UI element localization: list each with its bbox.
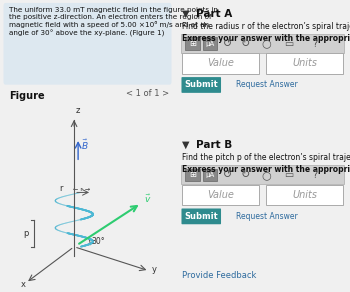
Text: ▼: ▼ [182, 140, 189, 150]
FancyBboxPatch shape [185, 37, 200, 50]
FancyBboxPatch shape [182, 53, 259, 74]
Text: ?: ? [313, 39, 317, 48]
Text: $\vec{v}$: $\vec{v}$ [144, 193, 151, 205]
Text: μA: μA [205, 172, 215, 178]
Text: ○: ○ [261, 39, 271, 48]
Text: ⊞: ⊞ [189, 171, 196, 179]
Text: Find the pitch p of the electron’s spiral trajectory.: Find the pitch p of the electron’s spira… [182, 153, 350, 162]
Text: Submit: Submit [184, 212, 218, 221]
Text: Value: Value [207, 190, 234, 200]
Text: p: p [23, 229, 28, 238]
FancyBboxPatch shape [181, 34, 344, 53]
FancyBboxPatch shape [185, 169, 200, 181]
Text: ↻: ↻ [240, 39, 250, 48]
Text: ⊞: ⊞ [189, 39, 196, 48]
Text: Find the radius r of the electron’s spiral trajectory.: Find the radius r of the electron’s spir… [182, 22, 350, 31]
Text: Express your answer with the appropriate units.: Express your answer with the appropriate… [182, 34, 350, 43]
Text: $\vec{B}$: $\vec{B}$ [81, 138, 89, 152]
Text: Express your answer with the appropriate units.: Express your answer with the appropriate… [182, 165, 350, 174]
Text: Provide Feedback: Provide Feedback [182, 271, 256, 280]
Text: Units: Units [292, 190, 317, 200]
Text: r: r [59, 184, 63, 193]
FancyBboxPatch shape [266, 53, 343, 74]
Text: ?: ? [313, 170, 317, 180]
FancyBboxPatch shape [4, 3, 172, 85]
FancyBboxPatch shape [182, 185, 259, 205]
Text: Part B: Part B [196, 140, 232, 150]
Text: Value: Value [207, 58, 234, 68]
FancyBboxPatch shape [266, 185, 343, 205]
Text: ▼: ▼ [182, 9, 189, 19]
Text: Request Answer: Request Answer [236, 81, 298, 89]
Text: ← r →: ← r → [73, 187, 90, 192]
Text: 30°: 30° [91, 237, 105, 246]
Text: The uniform 33.0 mT magnetic field in the figure points in
the positive z-direct: The uniform 33.0 mT magnetic field in th… [9, 7, 218, 37]
Text: μA: μA [205, 41, 215, 46]
FancyBboxPatch shape [203, 37, 217, 50]
Text: ▭: ▭ [284, 39, 293, 48]
Text: Part A: Part A [196, 9, 232, 19]
Text: ↺: ↺ [223, 170, 232, 180]
Text: z: z [76, 107, 80, 116]
Text: Figure: Figure [9, 91, 44, 100]
Text: ↻: ↻ [240, 170, 250, 180]
FancyBboxPatch shape [181, 77, 221, 93]
Text: Submit: Submit [184, 81, 218, 89]
Text: < 1 of 1 >: < 1 of 1 > [126, 89, 169, 98]
Text: y: y [152, 265, 157, 274]
Text: ↺: ↺ [223, 39, 232, 48]
FancyBboxPatch shape [181, 208, 221, 224]
Text: x: x [20, 281, 26, 289]
FancyBboxPatch shape [203, 169, 217, 181]
FancyBboxPatch shape [181, 165, 344, 184]
Text: ▭: ▭ [284, 170, 293, 180]
Text: Request Answer: Request Answer [236, 212, 298, 221]
Text: ○: ○ [261, 170, 271, 180]
Text: Units: Units [292, 58, 317, 68]
